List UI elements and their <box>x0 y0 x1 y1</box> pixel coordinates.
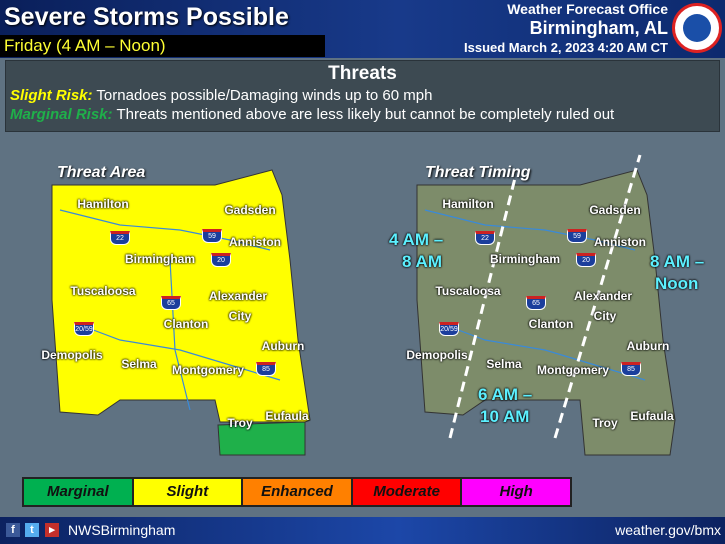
threat-area-title: Threat Area <box>57 164 146 181</box>
city-label: Montgomery <box>537 363 609 377</box>
timing-window-1-start: 4 AM – <box>389 230 444 249</box>
interstate-shield-icon: 85 <box>256 362 276 376</box>
river <box>169 259 191 411</box>
city-label: Anniston <box>229 235 281 249</box>
city-label: Tuscaloosa <box>435 284 501 298</box>
river <box>79 324 281 381</box>
city-label: Gadsden <box>589 203 641 217</box>
city-label: Demopolis <box>406 348 468 362</box>
threat-timing-title: Threat Timing <box>425 164 531 181</box>
youtube-icon[interactable]: ▸ <box>45 523 59 537</box>
city-label: Selma <box>486 357 522 371</box>
office-label: Weather Forecast Office <box>507 1 668 17</box>
city-label: Auburn <box>626 339 670 353</box>
city-label: Hamilton <box>442 197 494 211</box>
website-link[interactable]: weather.gov/bmx <box>615 522 721 538</box>
interstate-shield-icon: 20 <box>211 253 231 267</box>
interstate-shield-icon: 22 <box>110 231 130 245</box>
timing-boundary-1 <box>448 177 517 439</box>
facebook-icon[interactable]: f <box>6 523 20 537</box>
threat-marginal: Marginal Risk: Threats mentioned above a… <box>6 106 719 123</box>
city-label: Clanton <box>163 317 209 331</box>
marginal-risk-area <box>217 421 306 456</box>
threat-label: Marginal Risk: <box>10 106 113 123</box>
timing-window-2-start: 6 AM – <box>478 385 533 404</box>
nws-logo-icon <box>672 3 722 53</box>
interstate-shield-icon: 65 <box>161 296 181 310</box>
legend-moderate: Moderate <box>352 479 463 505</box>
city-label: Selma <box>121 357 157 371</box>
threat-label: Slight Risk: <box>10 87 93 104</box>
time-period: Friday (4 AM – Noon) <box>0 35 325 57</box>
river <box>444 324 646 381</box>
city-label: Eufaula <box>265 409 309 423</box>
threat-text: Tornadoes possible/Damaging winds up to … <box>96 87 433 104</box>
timing-window-3-start: 8 AM – <box>650 252 705 271</box>
legend-high: High <box>462 479 570 505</box>
city-label: Montgomery <box>172 363 244 377</box>
timing-window-3-end: Noon <box>655 274 699 293</box>
interstate-shield-icon: 59 <box>567 229 587 243</box>
city-label: Birmingham <box>489 252 561 266</box>
threat-text: Threats mentioned above are less likely … <box>116 106 615 123</box>
interstate-shield-icon: 20/59 <box>74 322 94 336</box>
city-label: Alexander <box>573 289 633 303</box>
office-info: Weather Forecast Office Birmingham, AL I… <box>464 1 668 56</box>
city-label: Troy <box>592 416 618 430</box>
city-label: Demopolis <box>41 348 103 362</box>
interstate-shield-icon: 22 <box>475 231 495 245</box>
city-label: Anniston <box>594 235 646 249</box>
footer: f t ▸ NWSBirmingham weather.gov/bmx <box>0 517 725 544</box>
twitter-icon[interactable]: t <box>25 523 39 537</box>
interstate-shield-icon: 65 <box>526 296 546 310</box>
interstate-shield-icon: 20 <box>576 253 596 267</box>
city-label: Clanton <box>528 317 574 331</box>
river <box>424 209 636 251</box>
threats-title: Threats <box>328 63 397 84</box>
city-label: City <box>593 309 617 323</box>
threats-panel: Threats Slight Risk: Tornadoes possible/… <box>5 60 720 132</box>
legend-enhanced: Enhanced <box>243 479 353 505</box>
interstate-shield-icon: 20/59 <box>439 322 459 336</box>
city-label: Alexander <box>208 289 268 303</box>
page-title: Severe Storms Possible <box>4 3 289 31</box>
interstate-shield-icon: 85 <box>621 362 641 376</box>
timing-boundary-2 <box>553 154 642 439</box>
city-label: Birmingham <box>124 252 196 266</box>
river <box>59 209 271 251</box>
interstate-shield-icon: 59 <box>202 229 222 243</box>
issued-time: Issued March 2, 2023 4:20 AM CT <box>464 40 668 55</box>
city-label: Auburn <box>261 339 305 353</box>
timing-window-1-end: 8 AM <box>402 252 442 271</box>
city-label: Eufaula <box>630 409 674 423</box>
city-label: Tuscaloosa <box>70 284 136 298</box>
header: Severe Storms Possible Friday (4 AM – No… <box>0 0 725 58</box>
timing-window-2-end: 10 AM <box>480 407 530 426</box>
legend-slight: Slight <box>133 479 244 505</box>
threat-slight: Slight Risk: Tornadoes possible/Damaging… <box>6 87 719 104</box>
city-label: Gadsden <box>224 203 276 217</box>
city-label: City <box>228 309 252 323</box>
legend-marginal: Marginal <box>24 479 134 505</box>
social-handle[interactable]: NWSBirmingham <box>68 522 176 538</box>
risk-legend: Marginal Slight Enhanced Moderate High <box>22 477 572 507</box>
city-label: Hamilton <box>77 197 129 211</box>
office-city: Birmingham, AL <box>529 18 668 38</box>
city-label: Troy <box>227 416 253 430</box>
